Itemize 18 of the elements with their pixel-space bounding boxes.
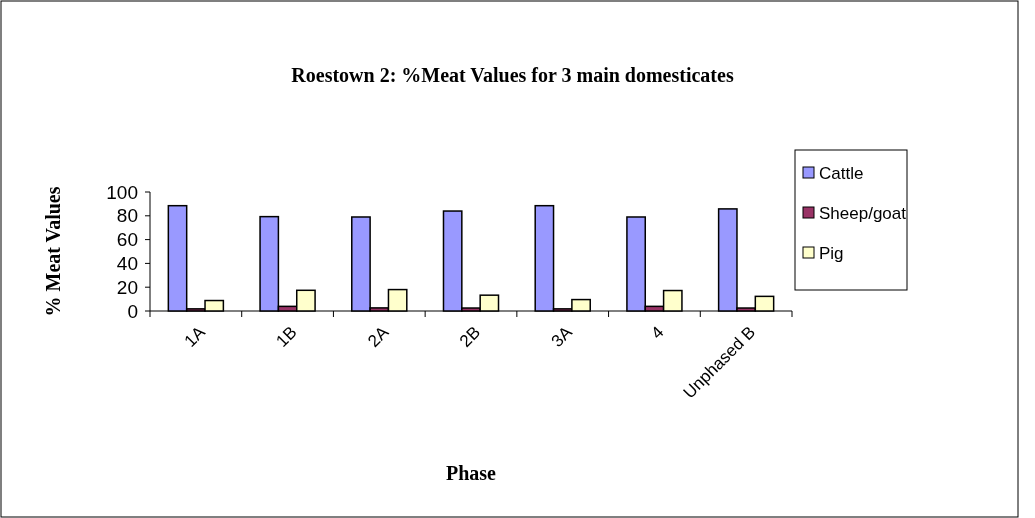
y-tick-label: 20 <box>116 276 138 298</box>
y-tick-label: 80 <box>116 205 138 227</box>
x-tick-label: 2B <box>455 322 485 351</box>
y-tick-label: 0 <box>127 300 138 322</box>
x-tick-label: 1B <box>272 322 301 351</box>
y-axis-title: % Meat Values <box>42 186 64 317</box>
legend-label: Cattle <box>819 163 864 183</box>
chart-title: Roestown 2: %Meat Values for 3 main domesticates <box>291 64 734 86</box>
x-tick-label: 2A <box>364 322 393 351</box>
legend-label: Sheep/goat <box>819 203 907 223</box>
y-tick-label: 100 <box>106 181 138 203</box>
y-tick-label: 40 <box>116 253 138 275</box>
x-axis-title: Phase <box>446 462 497 484</box>
x-tick-label: 3A <box>547 322 577 351</box>
legend-label: Pig <box>819 243 844 263</box>
x-tick-label: 1A <box>180 322 210 351</box>
x-tick-label: 4 <box>647 322 668 343</box>
y-tick-label: 60 <box>116 229 138 251</box>
